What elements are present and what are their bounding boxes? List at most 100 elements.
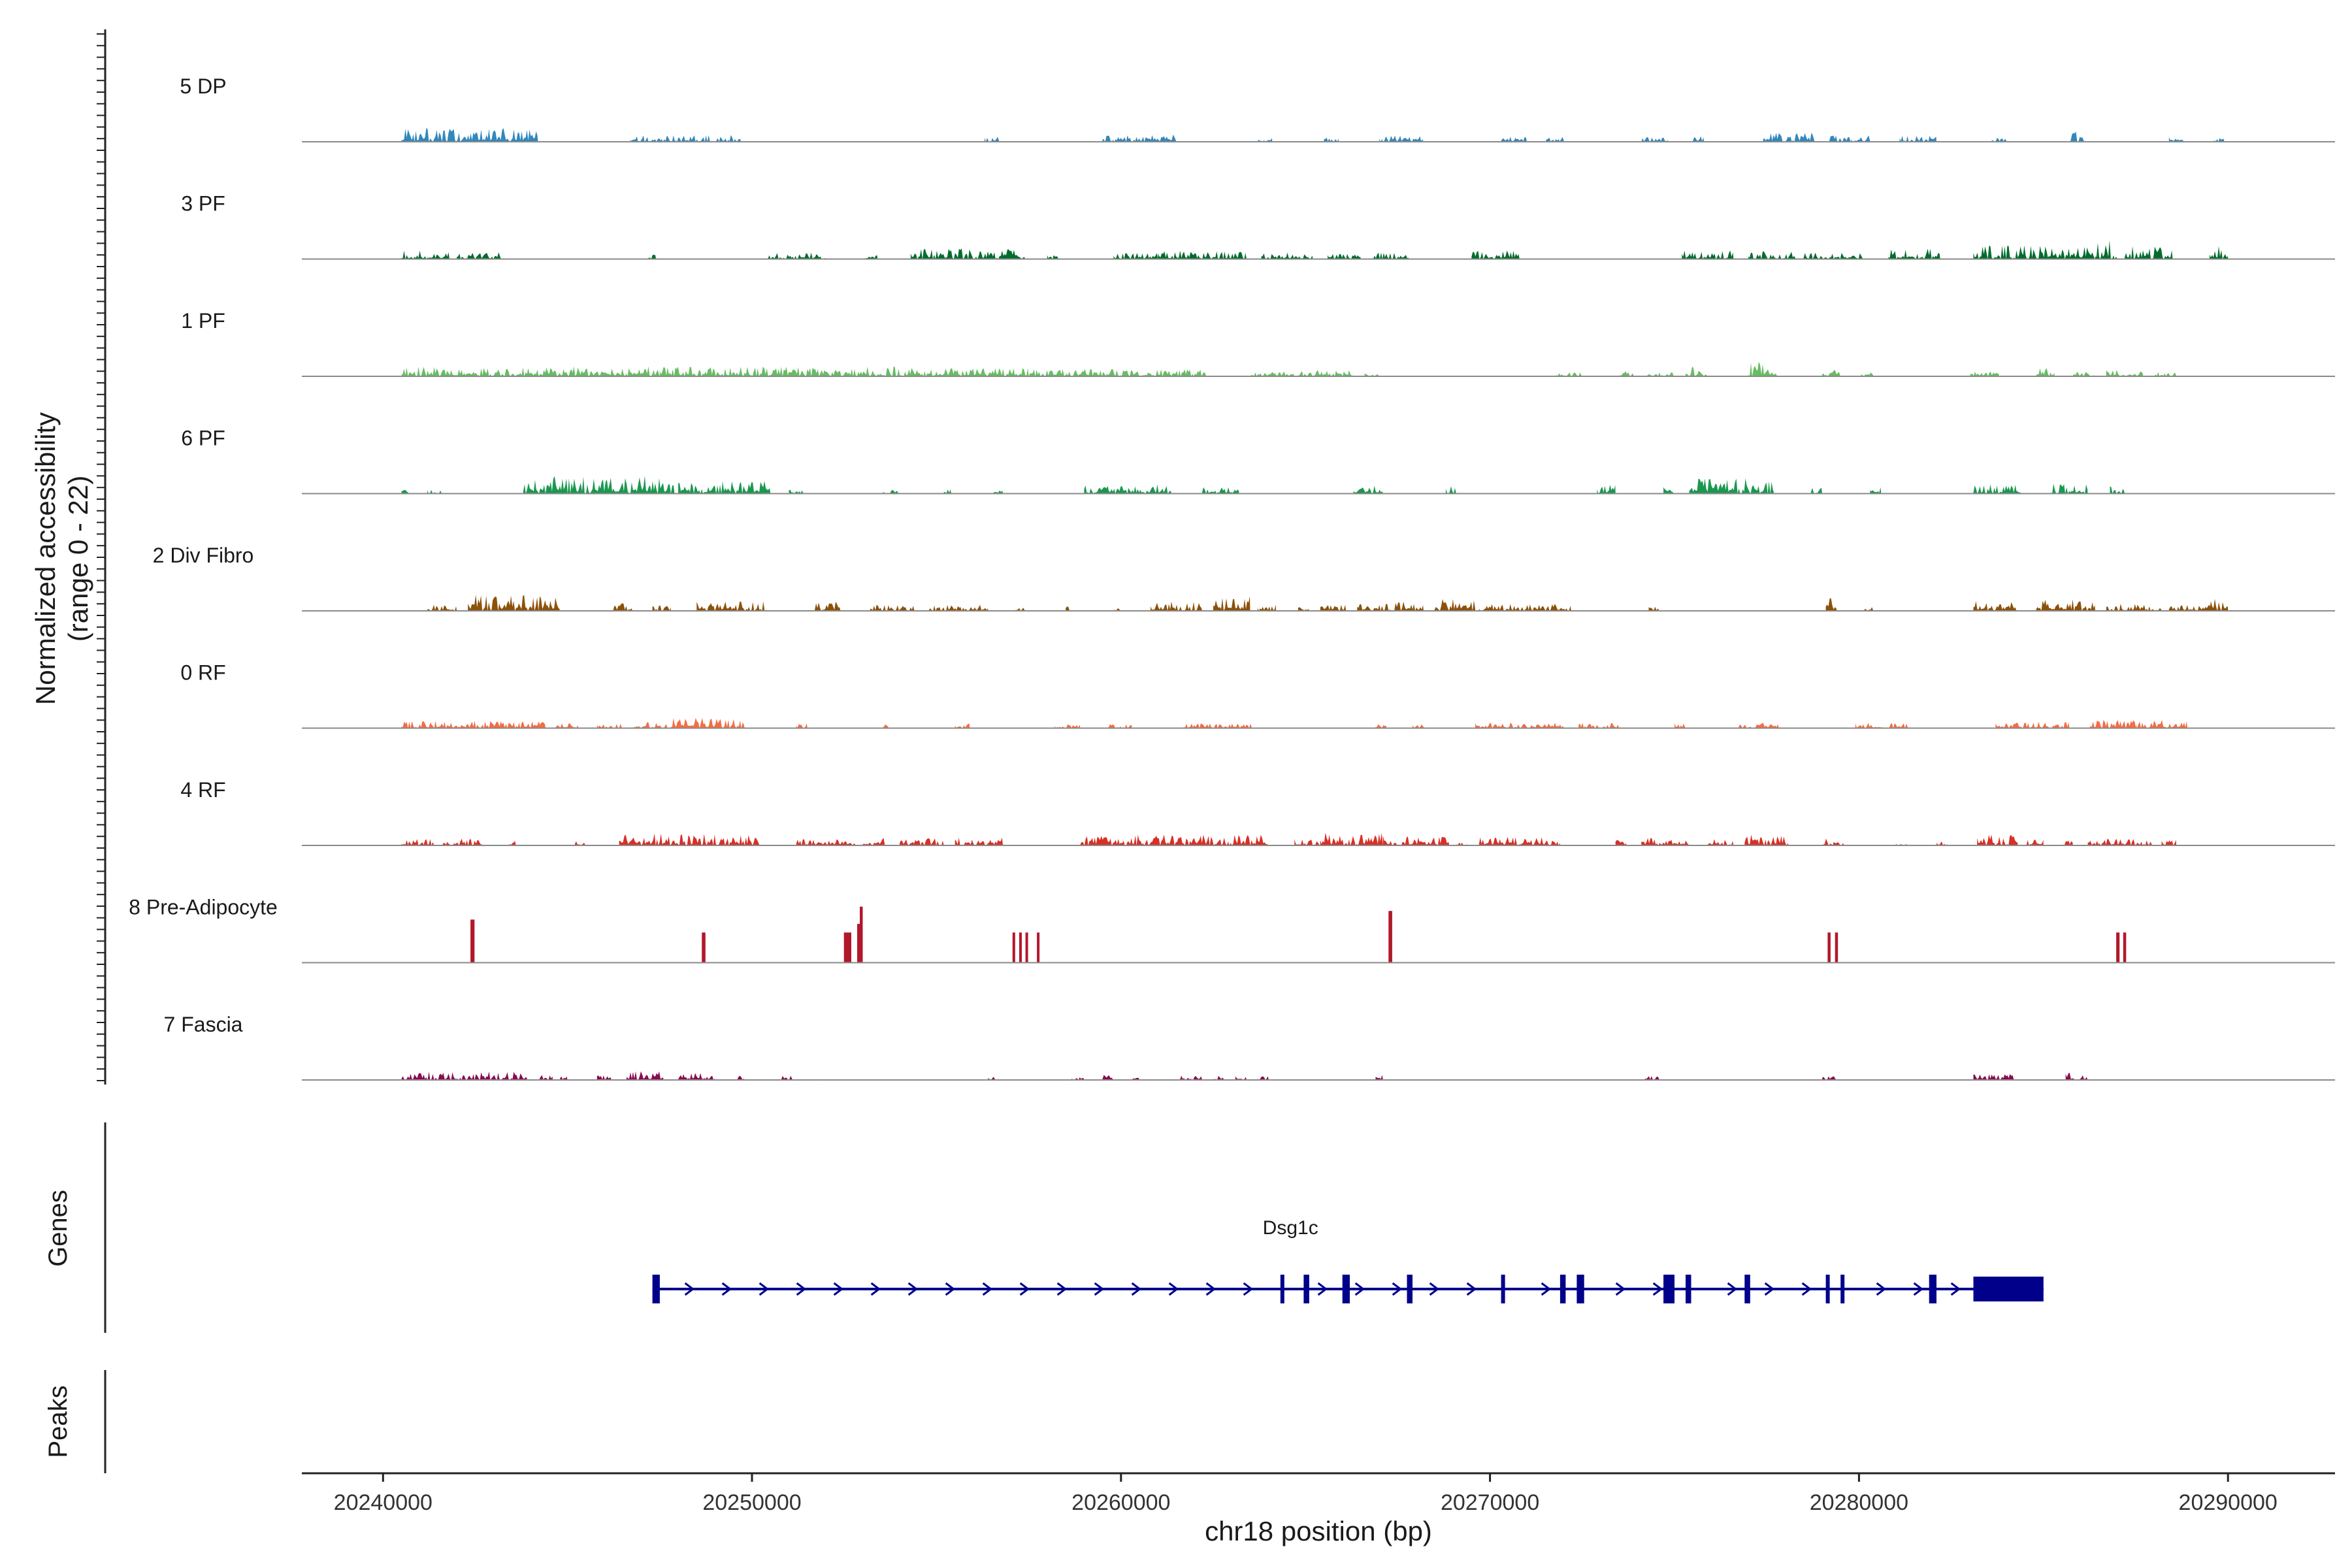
gene-exon [1342,1275,1350,1303]
gene-exon [1576,1275,1584,1303]
y-axis-subtitle: (range 0 - 22) [63,476,93,642]
track-label: 0 RF [180,661,225,685]
coverage-peak [2069,131,2084,142]
coverage-peak [2210,246,2229,259]
strand-arrow [1056,1282,1068,1296]
gene-exon [1929,1275,1936,1303]
gene-exon [1825,1275,1830,1303]
coverage-peak [929,604,988,611]
coverage-peak [553,723,579,728]
coverage-peak [1250,371,1295,376]
coverage-peak [1257,1076,1269,1080]
coverage-peak [1120,724,1132,728]
coverage-peak [1379,135,1424,142]
coverage-peak [796,723,808,728]
coverage-peak [1578,723,1623,728]
coverage-peak [1180,1075,1203,1080]
coverage-peak [789,489,804,494]
coverage-peak [1870,487,1882,494]
coverage-peak [1689,478,1774,494]
coverage-peak [955,838,1004,845]
coverage-peak [659,366,896,376]
coverage-peak [1080,834,1269,845]
coverage-peak [1973,1073,2014,1080]
coverage-peak [1324,137,1339,142]
track-5-dp: 5 DP [180,74,2335,142]
coverage-peak [1763,133,1815,142]
coverage-peak [1663,487,1674,494]
coverage-peak [457,252,501,259]
coverage-peak [2025,840,2044,845]
coverage-bar [1037,932,1040,963]
coverage-peak [670,717,745,728]
coverage-peak [1991,138,2007,142]
coverage-peak [1375,1075,1383,1080]
strand-arrow [1764,1282,1775,1296]
coverage-peak [2168,137,2184,142]
coverage-bar [2116,932,2120,963]
strand-arrow [833,1282,844,1296]
coverage-peak [2125,246,2173,259]
coverage-peak [1084,484,1173,494]
x-tick-label: 20260000 [1071,1490,1170,1515]
coverage-peak [1693,136,1705,142]
gene-exon [1744,1275,1750,1303]
coverage-peak [1028,368,1107,376]
coverage-peak [900,838,944,845]
coverage-peak [538,1075,553,1080]
x-tick-label: 20240000 [334,1490,433,1515]
x-tick-label: 20250000 [702,1490,801,1515]
coverage-peak [1973,484,2021,494]
coverage-peak [1106,724,1121,728]
coverage-peak [1674,723,1686,728]
coverage-peak [2110,486,2125,494]
coverage-peak [678,481,771,494]
coverage-peak [1648,606,1660,611]
coverage-peak [1936,841,1948,845]
coverage-bar [848,932,851,963]
coverage-peak [2213,138,2225,142]
track-3-pf: 3 PF [181,192,2335,260]
coverage-peak [401,1071,527,1080]
strand-arrow [1131,1282,1142,1296]
strand-arrow [1466,1282,1477,1296]
coverage-peak [1257,138,1273,142]
coverage-peak [1202,487,1239,494]
coverage-peak [2168,604,2213,611]
coverage-peak [1969,372,1999,376]
track-6-pf: 6 PF [181,427,2335,495]
strand-arrow [684,1282,695,1296]
strand-arrow [721,1282,732,1296]
coverage-peak [992,490,1004,494]
coverage-peak [1113,253,1158,259]
coverage-peak [1320,832,1383,845]
coverage-peak [1825,598,1837,611]
coverage-bar [843,932,849,963]
coverage-peak [1320,604,1347,611]
strand-arrow [1950,1282,1961,1296]
strand-arrow [1243,1282,1254,1296]
coverage-peak [1597,484,1616,494]
coverage-peak [612,603,634,611]
coverage-peak [1413,724,1428,728]
strand-arrow [1392,1282,1403,1296]
gene-exon [1501,1275,1505,1303]
coverage-peak [1328,253,1361,259]
coverage-peak [627,1071,664,1080]
coverage-bar [1388,911,1392,963]
coverage-peak [574,841,586,845]
strand-arrow [1541,1282,1552,1296]
coverage-peak [870,604,915,611]
coverage-peak [1682,250,1734,259]
coverage-peak [596,1075,612,1080]
coverage-bar [1835,932,1838,963]
coverage-peak [1644,372,1674,376]
coverage-peak [1357,604,1391,611]
coverage-peak [2210,598,2229,611]
coverage-peak [955,723,970,728]
track-label: 1 PF [181,309,225,333]
coverage-peak [1855,723,1911,728]
coverage-peak [1261,252,1313,259]
coverage-peak [1102,135,1177,142]
coverage-peak [1375,724,1387,728]
